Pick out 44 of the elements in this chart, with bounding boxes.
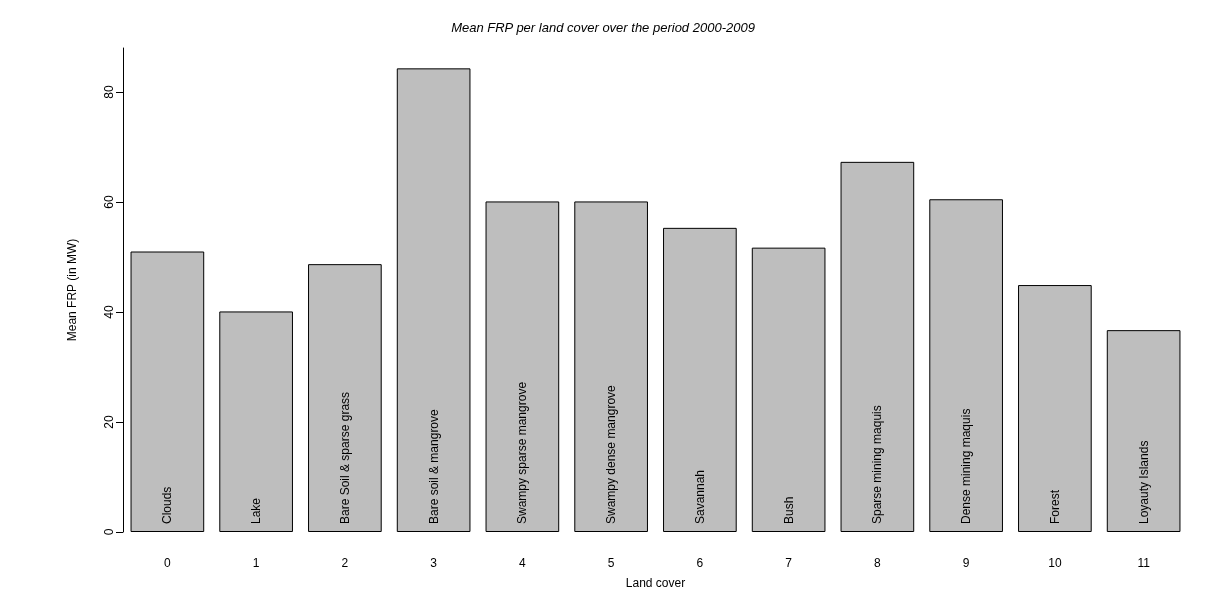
bar: [396, 68, 471, 532]
bar: [751, 247, 826, 532]
bar: [219, 311, 293, 532]
annotation: Bush: [781, 496, 796, 524]
x-tick-label: 2: [341, 556, 349, 570]
bar: [1018, 285, 1092, 532]
annotation: Clouds: [160, 486, 175, 524]
annotation: Bare soil & mangrove: [426, 408, 441, 524]
y-tick-label: 0: [102, 528, 116, 536]
y-axis-title: Mean FRP (in MW): [65, 238, 79, 342]
annotation: Bare Soil & sparse grass: [337, 391, 352, 524]
annotation: Savannah: [692, 469, 707, 524]
chart-title: Mean FRP per land cover over the period 2000-2009: [451, 20, 755, 35]
x-tick-label: 8: [874, 556, 882, 570]
bar: [485, 201, 560, 532]
annotation: Lake: [249, 497, 264, 524]
annotation: Swampy dense mangrove: [604, 384, 619, 524]
bar: [574, 201, 648, 532]
annotation: Forest: [1047, 489, 1062, 524]
x-tick-label: 10: [1048, 556, 1062, 570]
x-tick-label: 4: [519, 556, 527, 570]
bar: [1106, 330, 1181, 532]
y-tick-label: 80: [102, 85, 116, 99]
x-tick-label: 7: [785, 556, 793, 570]
x-axis-title: Land cover: [625, 576, 686, 590]
bar: [840, 161, 915, 532]
annotation: Loyauty Islands: [1136, 440, 1151, 524]
bar: [130, 251, 205, 532]
x-tick-label: 11: [1137, 556, 1151, 570]
y-tick-label: 20: [102, 415, 116, 429]
x-tick-label: 5: [607, 556, 615, 570]
x-tick-label: 0: [164, 556, 172, 570]
annotation: Sparse mining maquis: [870, 405, 885, 524]
x-tick-label: 3: [430, 556, 438, 570]
annotation: Dense mining maquis: [959, 408, 974, 524]
x-tick-label: 9: [962, 556, 970, 570]
y-tick-label: 40: [102, 305, 116, 319]
bar: [308, 264, 382, 532]
x-tick-label: 1: [252, 556, 260, 570]
x-tick-label: 6: [696, 556, 704, 570]
bar: [663, 227, 737, 532]
bar: [929, 199, 1003, 532]
y-tick-label: 60: [102, 195, 116, 209]
annotation: Swampy sparse mangrove: [515, 381, 530, 524]
